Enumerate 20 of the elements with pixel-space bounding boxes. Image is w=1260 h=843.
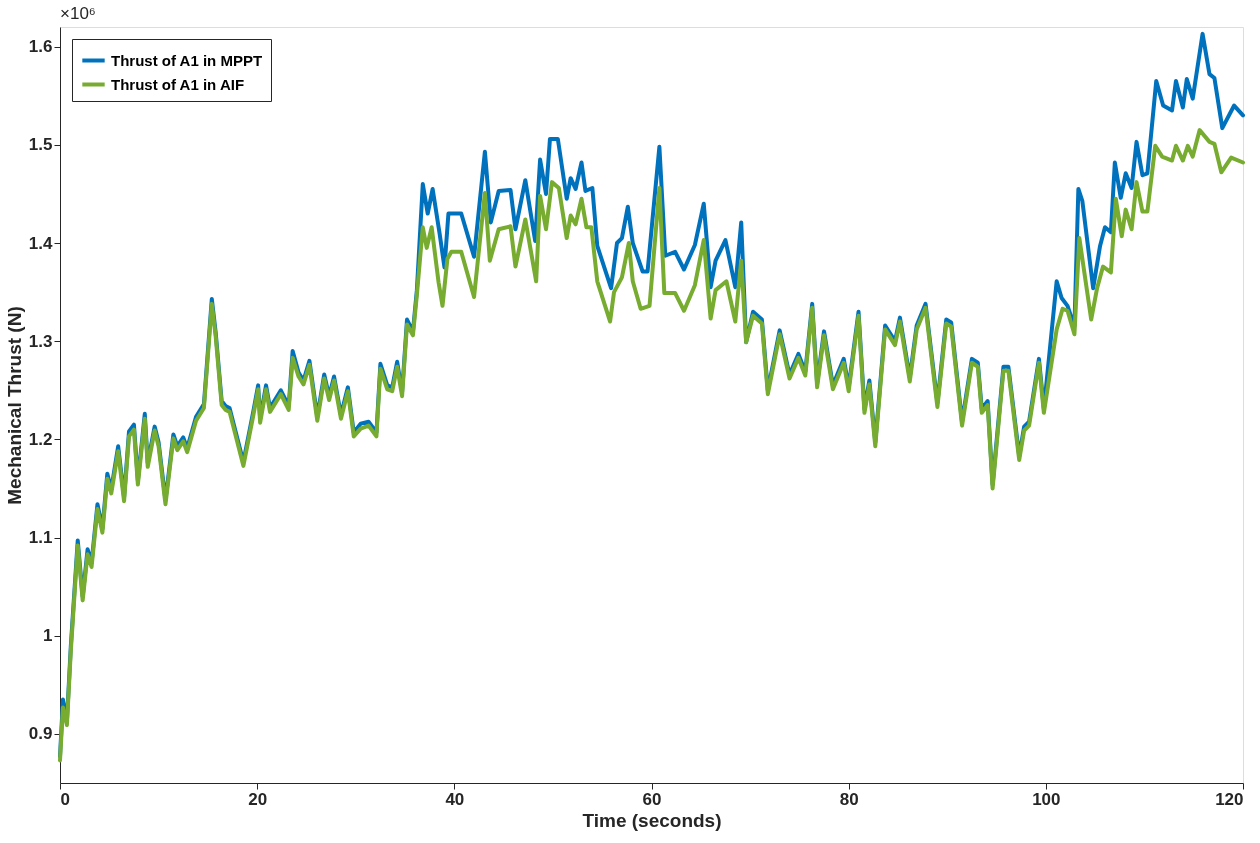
x-tick-label: 0 bbox=[60, 789, 70, 809]
legend-label: Thrust of A1 in AIF bbox=[111, 75, 245, 93]
y-tick-label: 1 bbox=[43, 626, 53, 646]
y-tick-label: 1.6 bbox=[28, 37, 53, 57]
y-tick-label: 1.1 bbox=[28, 528, 53, 548]
x-tick-label: 60 bbox=[642, 789, 662, 809]
x-tick-label: 80 bbox=[839, 789, 859, 809]
text: ×10⁶ bbox=[60, 4, 96, 23]
x-tick-label: 20 bbox=[248, 789, 268, 809]
x-axis-title: Time (seconds) bbox=[582, 809, 722, 831]
y-tick-label: 0.9 bbox=[28, 724, 53, 744]
y-tick-label: 1.4 bbox=[28, 233, 54, 253]
legend-label: Thrust of A1 in MPPT bbox=[111, 51, 263, 69]
x-tick-label: 100 bbox=[1032, 789, 1061, 809]
y-tick-label: 1.5 bbox=[28, 135, 53, 155]
x-tick-label: 40 bbox=[445, 789, 465, 809]
x-tick-label: 120 bbox=[1215, 789, 1244, 809]
y-tick-label: 1.2 bbox=[28, 429, 53, 449]
y-axis-title: Mechanical Thrust (N) bbox=[3, 306, 25, 505]
y-tick-label: 1.3 bbox=[28, 331, 53, 351]
